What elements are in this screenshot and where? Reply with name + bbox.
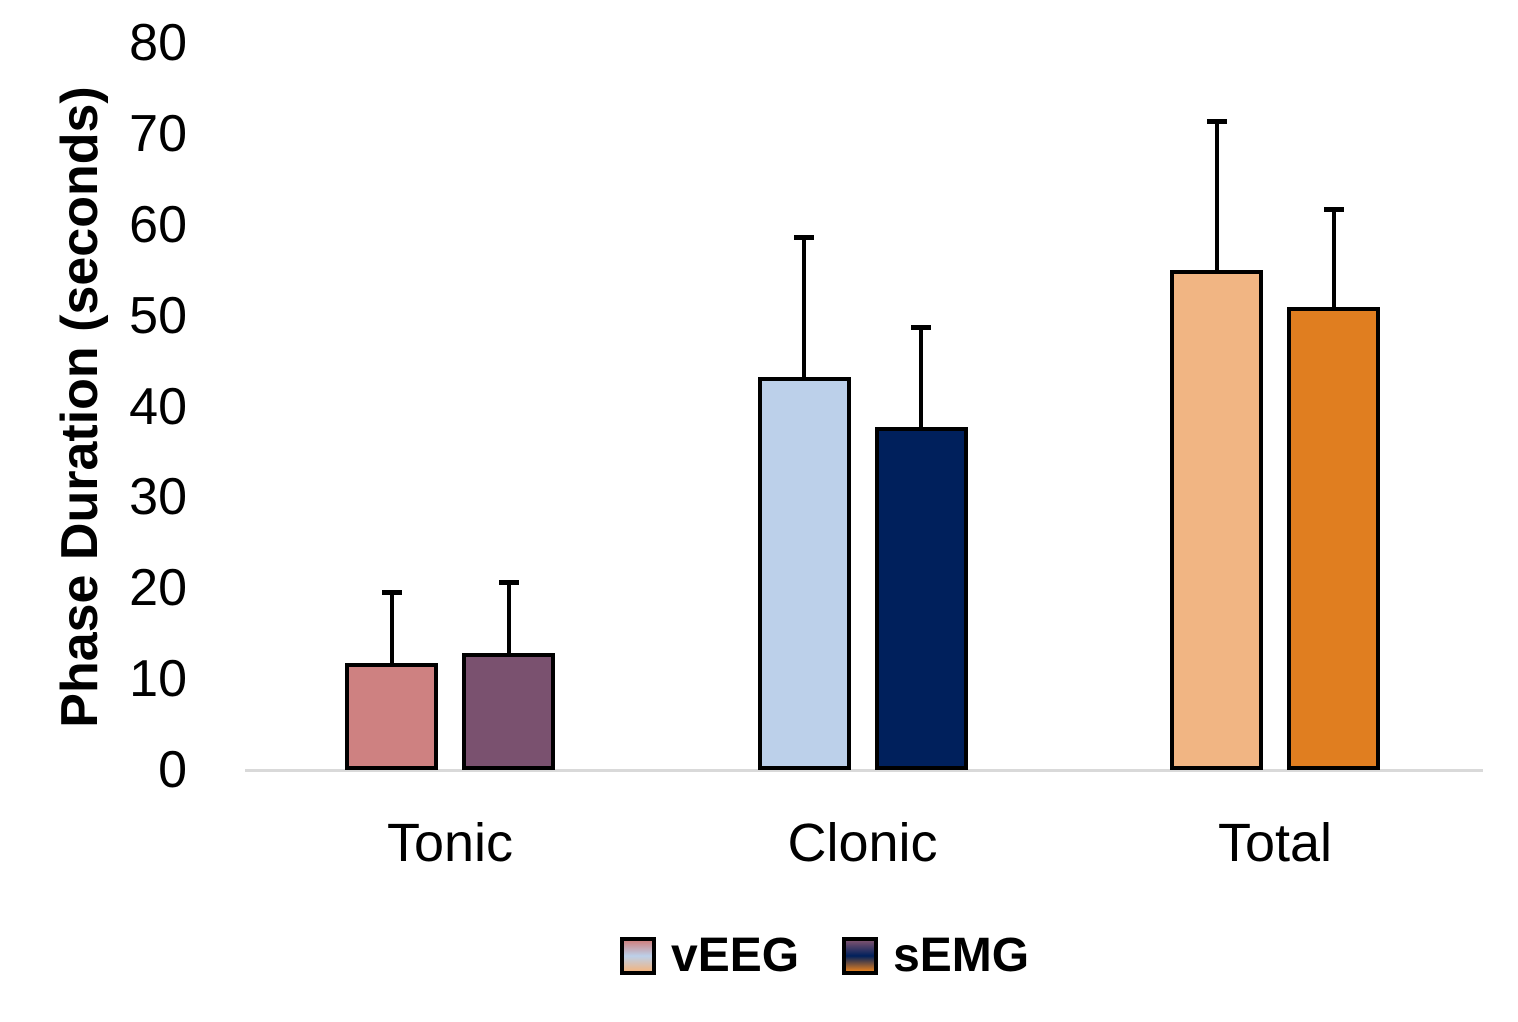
y-tick-label-50: 50 (129, 286, 187, 345)
bar-veeg-tonic (345, 662, 438, 770)
error-cap-veeg-tonic (381, 589, 402, 595)
legend-item-semg: sEMG (842, 932, 1029, 980)
legend-swatch-semg (842, 937, 879, 975)
bar-veeg-total (1170, 270, 1263, 770)
y-tick-label-0: 0 (158, 741, 187, 799)
y-tick-label-60: 60 (129, 195, 187, 254)
x-axis-label-clonic: Clonic (787, 813, 938, 873)
error-bar-veeg-clonic (802, 237, 806, 378)
legend-label-veeg: vEEG (671, 929, 800, 982)
y-tick-label-70: 70 (129, 104, 187, 163)
error-bar-semg-clonic (919, 327, 923, 428)
legend-label-semg: sEMG (893, 929, 1030, 982)
y-tick-label-80: 80 (129, 14, 187, 72)
x-axis-label-total: Total (1217, 813, 1333, 873)
x-axis-label-tonic: Tonic (386, 813, 514, 873)
bar-semg-tonic (462, 652, 555, 770)
y-tick-label-40: 40 (129, 377, 187, 436)
legend-item-veeg: vEEG (620, 932, 799, 980)
error-cap-semg-clonic (911, 325, 931, 331)
bar-semg-clonic (874, 427, 968, 770)
error-cap-veeg-clonic (794, 235, 814, 241)
y-tick-label-20: 20 (129, 559, 187, 618)
error-cap-veeg-total (1206, 119, 1227, 125)
bar-veeg-clonic (757, 377, 851, 770)
legend-swatch-veeg (620, 937, 656, 975)
y-tick-label-30: 30 (129, 468, 187, 527)
y-tick-label-10: 10 (129, 650, 187, 709)
error-bar-semg-tonic (506, 581, 511, 653)
error-bar-veeg-tonic (389, 591, 394, 663)
x-axis-baseline (245, 769, 1483, 772)
error-bar-semg-total (1331, 209, 1336, 308)
error-cap-semg-total (1323, 207, 1344, 213)
legend: vEEG sEMG (620, 932, 1029, 980)
error-cap-semg-tonic (498, 579, 519, 585)
error-bar-veeg-total (1214, 121, 1219, 271)
bar-semg-total (1287, 307, 1380, 770)
